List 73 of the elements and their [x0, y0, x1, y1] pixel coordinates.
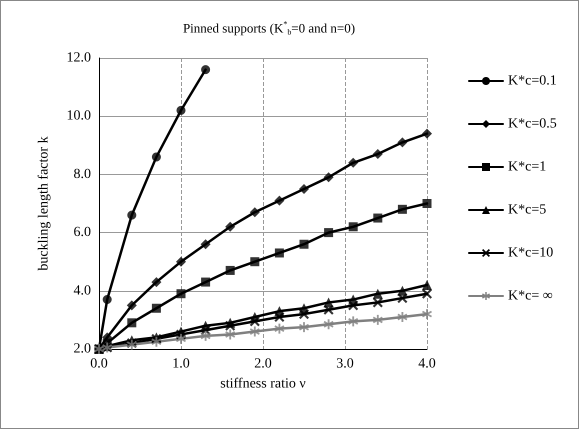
point — [397, 137, 408, 148]
y-tick-label: 12.0 — [66, 50, 91, 66]
point — [348, 316, 358, 326]
point — [422, 199, 432, 208]
point — [127, 210, 136, 220]
point — [299, 184, 309, 194]
point — [372, 297, 383, 308]
y-tick-label: 2.0 — [74, 342, 91, 356]
point — [274, 248, 284, 258]
point — [348, 158, 358, 168]
x-axis-title: stiffness ratio ν — [220, 376, 306, 392]
point — [201, 65, 210, 74]
legend-label: K*c=0.5 — [508, 116, 557, 132]
x-tick-label: 0.0 — [90, 356, 108, 372]
point — [372, 314, 383, 325]
legend-label: K*c=5 — [508, 202, 546, 218]
point — [126, 300, 137, 310]
point — [200, 330, 211, 341]
y-tick-label: 4.0 — [74, 283, 91, 298]
point — [398, 204, 407, 214]
x-tick-label: 3.0 — [336, 356, 354, 372]
legend-label: K*c=1 — [508, 160, 546, 174]
point — [422, 280, 432, 290]
y-tick-label: 8.0 — [74, 166, 91, 182]
y-axis-title: buckling length factor k — [36, 136, 52, 271]
y-tick-label: 6.0 — [74, 225, 91, 240]
point — [250, 257, 260, 266]
point — [274, 312, 284, 322]
point — [372, 149, 383, 160]
point — [200, 239, 211, 250]
point — [201, 278, 210, 287]
point — [176, 256, 186, 267]
point — [300, 240, 308, 249]
point — [127, 318, 136, 328]
point — [152, 304, 161, 313]
legend-label: K*c=10 — [508, 246, 554, 260]
point — [373, 214, 382, 223]
x-tick-label: 2.0 — [254, 356, 272, 372]
point — [225, 320, 236, 331]
point — [176, 106, 186, 115]
point — [151, 277, 162, 288]
point — [176, 289, 186, 298]
point — [250, 207, 260, 218]
point — [324, 304, 334, 315]
point — [422, 128, 432, 139]
point — [274, 324, 284, 334]
point — [397, 312, 408, 322]
point — [324, 172, 334, 182]
point — [151, 336, 162, 347]
point — [225, 329, 236, 340]
point — [348, 300, 358, 310]
point — [102, 295, 112, 304]
point — [299, 322, 309, 332]
y-tick-label: 10.0 — [66, 108, 91, 124]
point — [176, 334, 186, 344]
point — [225, 222, 236, 232]
point — [372, 288, 383, 299]
point — [250, 326, 260, 337]
point — [422, 309, 432, 320]
point — [226, 266, 235, 275]
legend-label: K*c=0.1 — [508, 74, 557, 88]
x-tick-label: 1.0 — [172, 356, 190, 372]
x-tick-label: 4.0 — [418, 356, 436, 372]
point — [324, 319, 334, 330]
point — [397, 293, 408, 304]
point — [422, 288, 432, 299]
point — [299, 309, 309, 320]
point — [152, 152, 161, 162]
point — [348, 222, 358, 232]
point — [324, 228, 334, 238]
legend-label: K*c= ∞ — [508, 288, 553, 304]
point — [250, 316, 260, 326]
point — [274, 196, 284, 206]
